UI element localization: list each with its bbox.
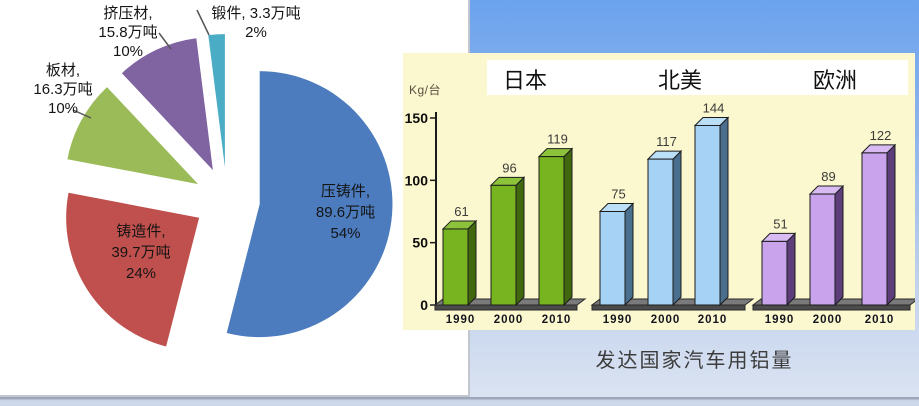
extrusion-tonnage: 15.8万吨 — [98, 24, 158, 41]
sheet-tonnage: 16.3万吨 — [33, 81, 93, 98]
bar-value-日本-2010: 119 — [547, 132, 568, 147]
y-tick-label-150: 150 — [405, 110, 429, 126]
diecasting-name: 压铸件, — [320, 183, 371, 200]
pie-chart-svg — [66, 9, 393, 347]
pie-label-extrusion: 挤压材, 15.8万吨 10% — [72, 4, 184, 61]
sheet-name: 板材, — [45, 62, 81, 79]
bar-value-北美-2000: 117 — [656, 134, 677, 149]
forging-name-tonnage: 锻件, 3.3万吨 — [211, 5, 301, 22]
bar-year-日本-2000: 2000 — [494, 314, 524, 326]
bar-value-欧洲-1990: 51 — [773, 216, 787, 231]
bar-year-北美-2000: 2000 — [651, 314, 681, 326]
bar-日本-1990 — [442, 228, 469, 306]
bar-北美-2000 — [647, 158, 674, 306]
diecasting-tonnage: 89.6万吨 — [315, 204, 376, 221]
extrusion-percent: 10% — [112, 43, 144, 60]
forging-percent: 2% — [245, 24, 267, 41]
region-band: 日本 北美 欧洲 — [487, 60, 908, 95]
y-tick-label-50: 50 — [412, 235, 428, 251]
bar-year-日本-2010: 2010 — [542, 314, 572, 326]
bar-日本-2010 — [538, 156, 565, 306]
pie-slices — [66, 34, 393, 347]
pie-label-sheet: 板材, 16.3万吨 10% — [8, 61, 118, 118]
bar-北美-2010 — [694, 124, 721, 306]
leader-line-extrusion — [158, 32, 172, 50]
bar-side-北美-2000 — [672, 149, 682, 307]
bottom-strip — [0, 397, 919, 406]
pie-slice-板材 — [67, 87, 199, 185]
bar-value-日本-2000: 96 — [502, 160, 516, 175]
pie-label-forging: 锻件, 3.3万吨 2% — [194, 4, 318, 42]
bar-side-日本-1990 — [467, 219, 477, 307]
bar-year-欧洲-2000: 2000 — [813, 314, 843, 326]
casting-tonnage: 39.7万吨 — [111, 244, 171, 261]
extrusion-name: 挤压材, — [103, 5, 153, 22]
pie-label-diecasting: 压铸件, 89.6万吨 54% — [288, 181, 403, 244]
region-label-north-america: 北美 — [657, 68, 702, 93]
pie-slice-锻件 — [208, 34, 225, 168]
y-tick-label-0: 0 — [420, 297, 428, 313]
pie-slice-铸造件 — [66, 192, 200, 347]
leader-line-sheet — [72, 109, 92, 119]
y-tick-label-100: 100 — [405, 172, 429, 188]
leader-line-forging — [196, 9, 210, 36]
diecasting-percent: 54% — [330, 225, 361, 242]
bar-value-北美-1990: 75 — [611, 186, 625, 201]
bar-value-欧洲-2010: 122 — [870, 128, 892, 143]
bar-base-front-欧洲 — [752, 304, 911, 311]
region-label-japan: 日本 — [502, 68, 547, 93]
bar-side-北美-1990 — [624, 202, 634, 307]
bar-欧洲-2000 — [809, 193, 836, 306]
bar-chart-svg: 0 50 100 150 61 1990 96 2000 119 2010 75 1990 117 200… — [405, 100, 915, 326]
sheet-percent: 10% — [47, 100, 79, 117]
bar-side-欧洲-2000 — [834, 184, 844, 307]
bar-value-北美-2010: 144 — [703, 100, 725, 115]
bar-欧洲-1990 — [761, 240, 788, 306]
bar-year-北美-2010: 2010 — [698, 314, 728, 326]
bar-year-北美-1990: 1990 — [603, 314, 633, 326]
bar-side-欧洲-1990 — [786, 232, 796, 307]
bar-base-front-日本 — [434, 304, 578, 311]
bar-side-日本-2000 — [515, 176, 525, 307]
bar-value-日本-1990: 61 — [454, 204, 468, 219]
casting-percent: 24% — [125, 265, 157, 282]
bar-side-北美-2010 — [719, 116, 729, 307]
casting-name: 铸造件, — [116, 223, 166, 240]
pie-slice-挤压材 — [121, 38, 213, 171]
bar-year-欧洲-1990: 1990 — [765, 314, 795, 326]
bar-chart-panel: 日本 北美 欧洲 Kg/台 0 50 100 150 61 1990 96 2000 119 20… — [403, 53, 915, 330]
region-label-europe: 欧洲 — [812, 68, 857, 93]
y-axis-unit-label: Kg/台 — [409, 83, 442, 97]
bar-base-front-北美 — [591, 304, 746, 311]
bar-year-日本-1990: 1990 — [446, 314, 476, 326]
bar-日本-2000 — [490, 184, 517, 306]
bar-chart-caption: 发达国家汽车用铝量 — [595, 350, 794, 372]
bar-side-欧洲-2010 — [886, 143, 896, 307]
pie-panel: 压铸件, 89.6万吨 54% 铸造件, 39.7万吨 24% 板材, 16.3… — [0, 0, 470, 397]
pie-slice-压铸件 — [226, 71, 393, 338]
pie-label-casting: 铸造件, 39.7万吨 24% — [86, 221, 196, 284]
bar-year-欧洲-2010: 2010 — [865, 314, 895, 326]
bar-北美-1990 — [599, 210, 626, 306]
bar-side-日本-2010 — [563, 147, 573, 307]
bar-欧洲-2010 — [861, 152, 888, 306]
bar-value-欧洲-2000: 89 — [821, 169, 835, 184]
